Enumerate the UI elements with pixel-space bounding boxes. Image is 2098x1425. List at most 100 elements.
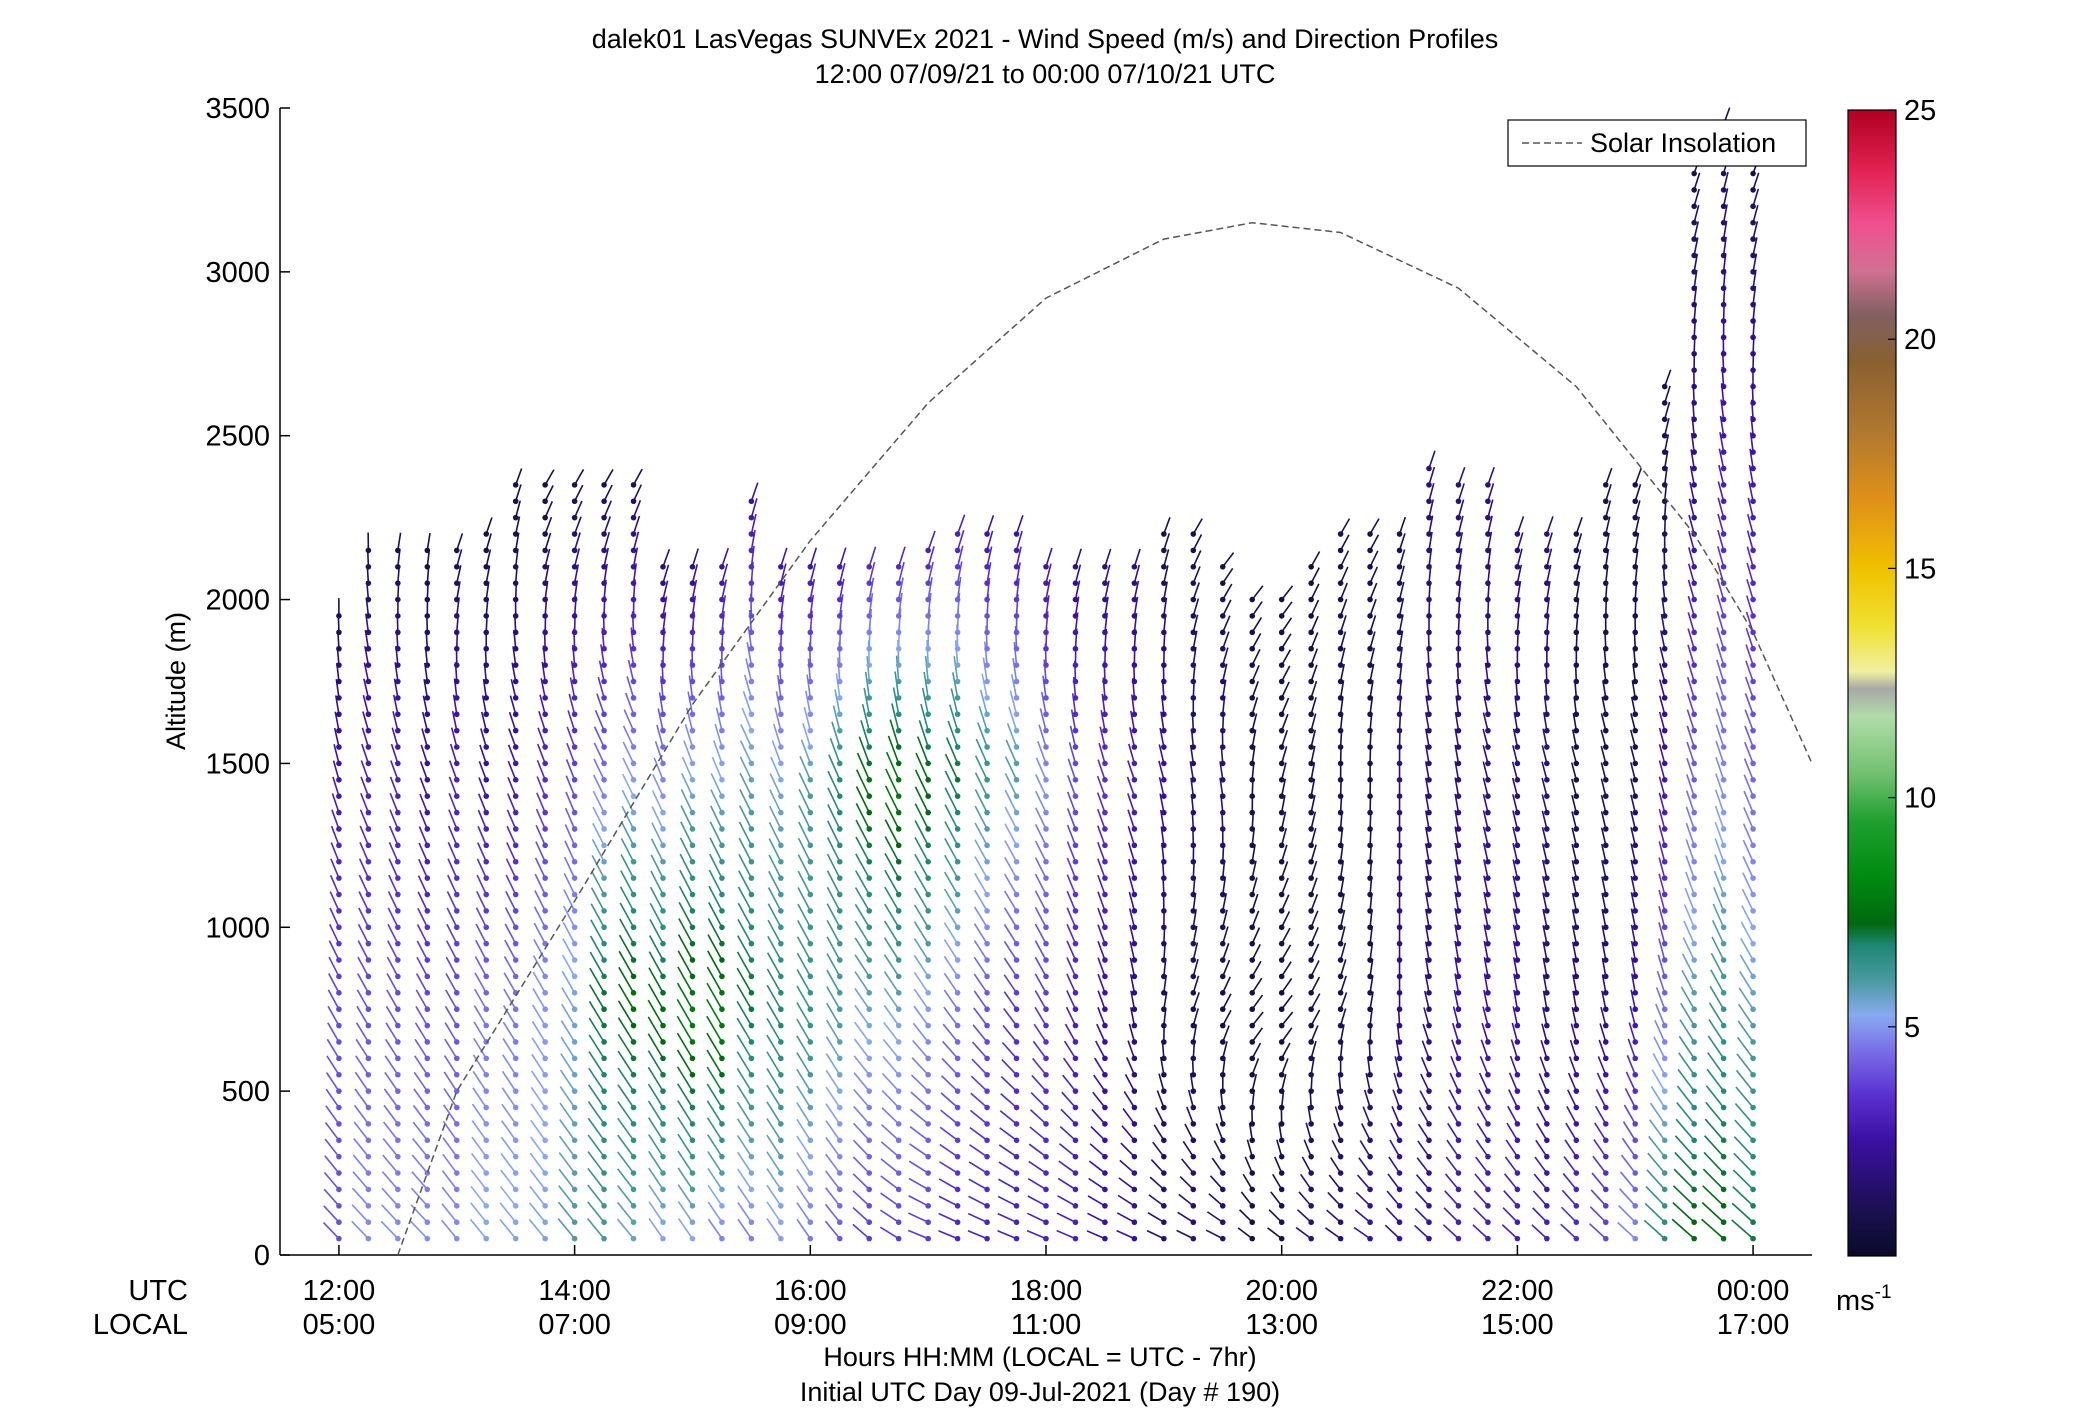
wind-barb-stick xyxy=(1097,825,1106,846)
wind-barb-dot xyxy=(1514,564,1521,570)
wind-barb-dot xyxy=(954,1137,961,1144)
wind-barb-dot xyxy=(1573,596,1580,603)
wind-barb-stick xyxy=(386,956,399,977)
wind-barb-stick xyxy=(662,564,670,584)
wind-barb-stick xyxy=(707,1151,723,1174)
wind-barb-stick xyxy=(1310,827,1317,846)
wind-barb-dot xyxy=(719,858,725,865)
wind-barb-stick xyxy=(1310,877,1318,895)
wind-barb-dot xyxy=(1632,793,1639,799)
wind-barb-dot xyxy=(748,629,755,636)
wind-barb-stick xyxy=(706,966,723,994)
wind-barb-stick xyxy=(887,735,900,764)
wind-barb-dot xyxy=(1514,678,1521,685)
wind-barb-dot xyxy=(1013,957,1020,963)
wind-barb-dot xyxy=(1632,1006,1639,1013)
wind-barb-dot xyxy=(1013,695,1020,701)
wind-barb-stick xyxy=(739,772,753,797)
wind-barb-dot xyxy=(1455,940,1462,947)
wind-barb-dot xyxy=(1278,678,1285,685)
wind-barb-stick xyxy=(1693,172,1701,191)
wind-barb-dot xyxy=(630,973,637,980)
wind-barb-dot xyxy=(1190,1039,1197,1045)
wind-barb-dot xyxy=(542,514,548,521)
wind-barb-stick xyxy=(1270,1191,1283,1207)
wind-barb-stick xyxy=(1643,1219,1666,1240)
wind-barb-stick xyxy=(587,1084,605,1108)
wind-barb-stick xyxy=(855,836,870,863)
wind-barb-stick xyxy=(708,869,723,895)
wind-barb-dot xyxy=(1249,1006,1256,1013)
wind-barb-dot xyxy=(1043,793,1049,799)
wind-barb-dot xyxy=(1426,858,1432,865)
wind-barb-dot xyxy=(630,1121,637,1127)
wind-barb-stick xyxy=(1686,741,1695,764)
wind-barb-dot xyxy=(601,695,607,701)
wind-barb-stick xyxy=(627,659,635,682)
wind-barb-stick xyxy=(1192,942,1199,961)
wind-barb-stick xyxy=(418,858,429,879)
wind-barb-stick xyxy=(472,1054,487,1076)
wind-barb-dot xyxy=(954,1039,961,1045)
wind-barb-dot xyxy=(512,1170,519,1176)
wind-barb-stick xyxy=(1310,993,1321,1010)
wind-barb-dot xyxy=(1661,760,1668,767)
wind-barb-dot xyxy=(1455,744,1462,750)
wind-barb-dot xyxy=(1426,514,1432,521)
wind-barb-stick xyxy=(691,548,699,568)
wind-barb-stick xyxy=(1095,1040,1106,1059)
wind-barb-stick xyxy=(1630,713,1637,731)
wind-barb-stick xyxy=(1398,614,1404,633)
wind-barb-dot xyxy=(1190,1055,1197,1062)
wind-barb-stick xyxy=(1687,644,1695,666)
wind-barb-dot xyxy=(1396,891,1403,898)
wind-barb-dot xyxy=(1190,1121,1197,1127)
wind-barb-stick xyxy=(412,1137,428,1158)
wind-barb-dot xyxy=(571,613,578,619)
wind-barb-dot xyxy=(748,1006,755,1013)
wind-barb-stick xyxy=(1251,601,1263,617)
wind-barb-dot xyxy=(1750,318,1756,324)
wind-barb-stick xyxy=(1701,1201,1725,1223)
wind-barb-dot xyxy=(836,891,843,898)
wind-barb-dot xyxy=(1013,711,1020,718)
wind-barb-stick xyxy=(529,1169,546,1190)
wind-barb-stick xyxy=(652,774,664,797)
wind-barb-dot xyxy=(1337,973,1344,980)
wind-barb-stick xyxy=(648,1201,664,1223)
wind-barb-stick xyxy=(360,760,370,781)
wind-barb-stick xyxy=(1674,1135,1695,1158)
wind-barb-dot xyxy=(1131,957,1138,963)
wind-barb-stick xyxy=(1657,954,1666,977)
wind-barb-stick xyxy=(562,921,576,945)
wind-barb-dot xyxy=(1750,350,1756,357)
wind-barb-stick xyxy=(617,1067,635,1092)
wind-barb-dot xyxy=(571,1186,578,1193)
wind-barb-stick xyxy=(825,1120,841,1141)
wind-barb-dot xyxy=(1396,711,1403,718)
wind-barb-stick xyxy=(1363,1089,1371,1108)
wind-barb-stick xyxy=(1280,681,1290,699)
wind-barb-dot xyxy=(1485,678,1491,685)
wind-barb-stick xyxy=(507,744,517,764)
wind-barb-stick xyxy=(590,887,605,912)
wind-barb-dot xyxy=(1661,383,1668,390)
wind-barb-dot xyxy=(1720,695,1727,701)
wind-barb-stick xyxy=(1508,1089,1519,1108)
wind-barb-dot xyxy=(1602,990,1609,996)
wind-barb-dot xyxy=(542,1104,548,1111)
wind-barb-dot xyxy=(1573,1203,1580,1209)
x-tick-label-utc: 20:00 xyxy=(1245,1275,1318,1307)
wind-barb-stick xyxy=(618,966,635,994)
wind-barb-dot xyxy=(1367,858,1373,865)
wind-barb-dot xyxy=(1661,1153,1668,1160)
wind-barb-dot xyxy=(483,891,490,898)
wind-barb-dot xyxy=(1750,498,1756,505)
wind-barb-dot xyxy=(748,940,755,947)
wind-barb-dot xyxy=(1750,531,1756,537)
wind-barb-dot xyxy=(984,1006,990,1013)
wind-barb-dot xyxy=(778,727,784,734)
wind-barb-stick xyxy=(647,983,664,1010)
wind-barb-stick xyxy=(1192,1008,1199,1026)
